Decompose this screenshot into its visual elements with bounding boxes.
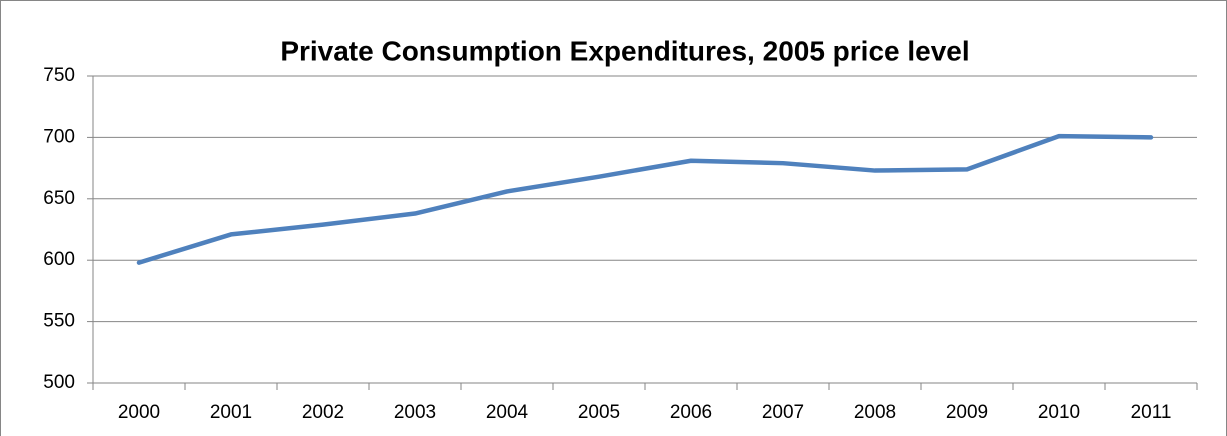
data-line — [136, 133, 1154, 265]
x-tick-label: 2003 — [394, 402, 436, 423]
x-tick-label: 2000 — [118, 402, 160, 423]
y-tick-label: 500 — [43, 372, 75, 393]
x-tick-label: 2002 — [302, 402, 344, 423]
x-tick-label: 2006 — [670, 402, 712, 423]
y-tick-label: 600 — [43, 249, 75, 270]
x-tick-label: 2004 — [486, 402, 529, 423]
x-tick-label: 2005 — [578, 402, 620, 423]
y-tick-label: 750 — [43, 65, 75, 86]
y-tick-label: 550 — [43, 311, 75, 332]
x-tick-label: 2010 — [1038, 402, 1080, 423]
y-tick-label: 700 — [43, 126, 75, 147]
x-tick-label: 2008 — [854, 402, 896, 423]
x-tick-label: 2009 — [946, 402, 988, 423]
y-tick-label: 650 — [43, 188, 75, 209]
x-tick-label: 2001 — [210, 402, 252, 423]
chart-title: Private Consumption Expenditures, 2005 p… — [280, 35, 969, 66]
x-tick-label: 2011 — [1131, 402, 1172, 423]
x-tick-label: 2007 — [762, 402, 804, 423]
